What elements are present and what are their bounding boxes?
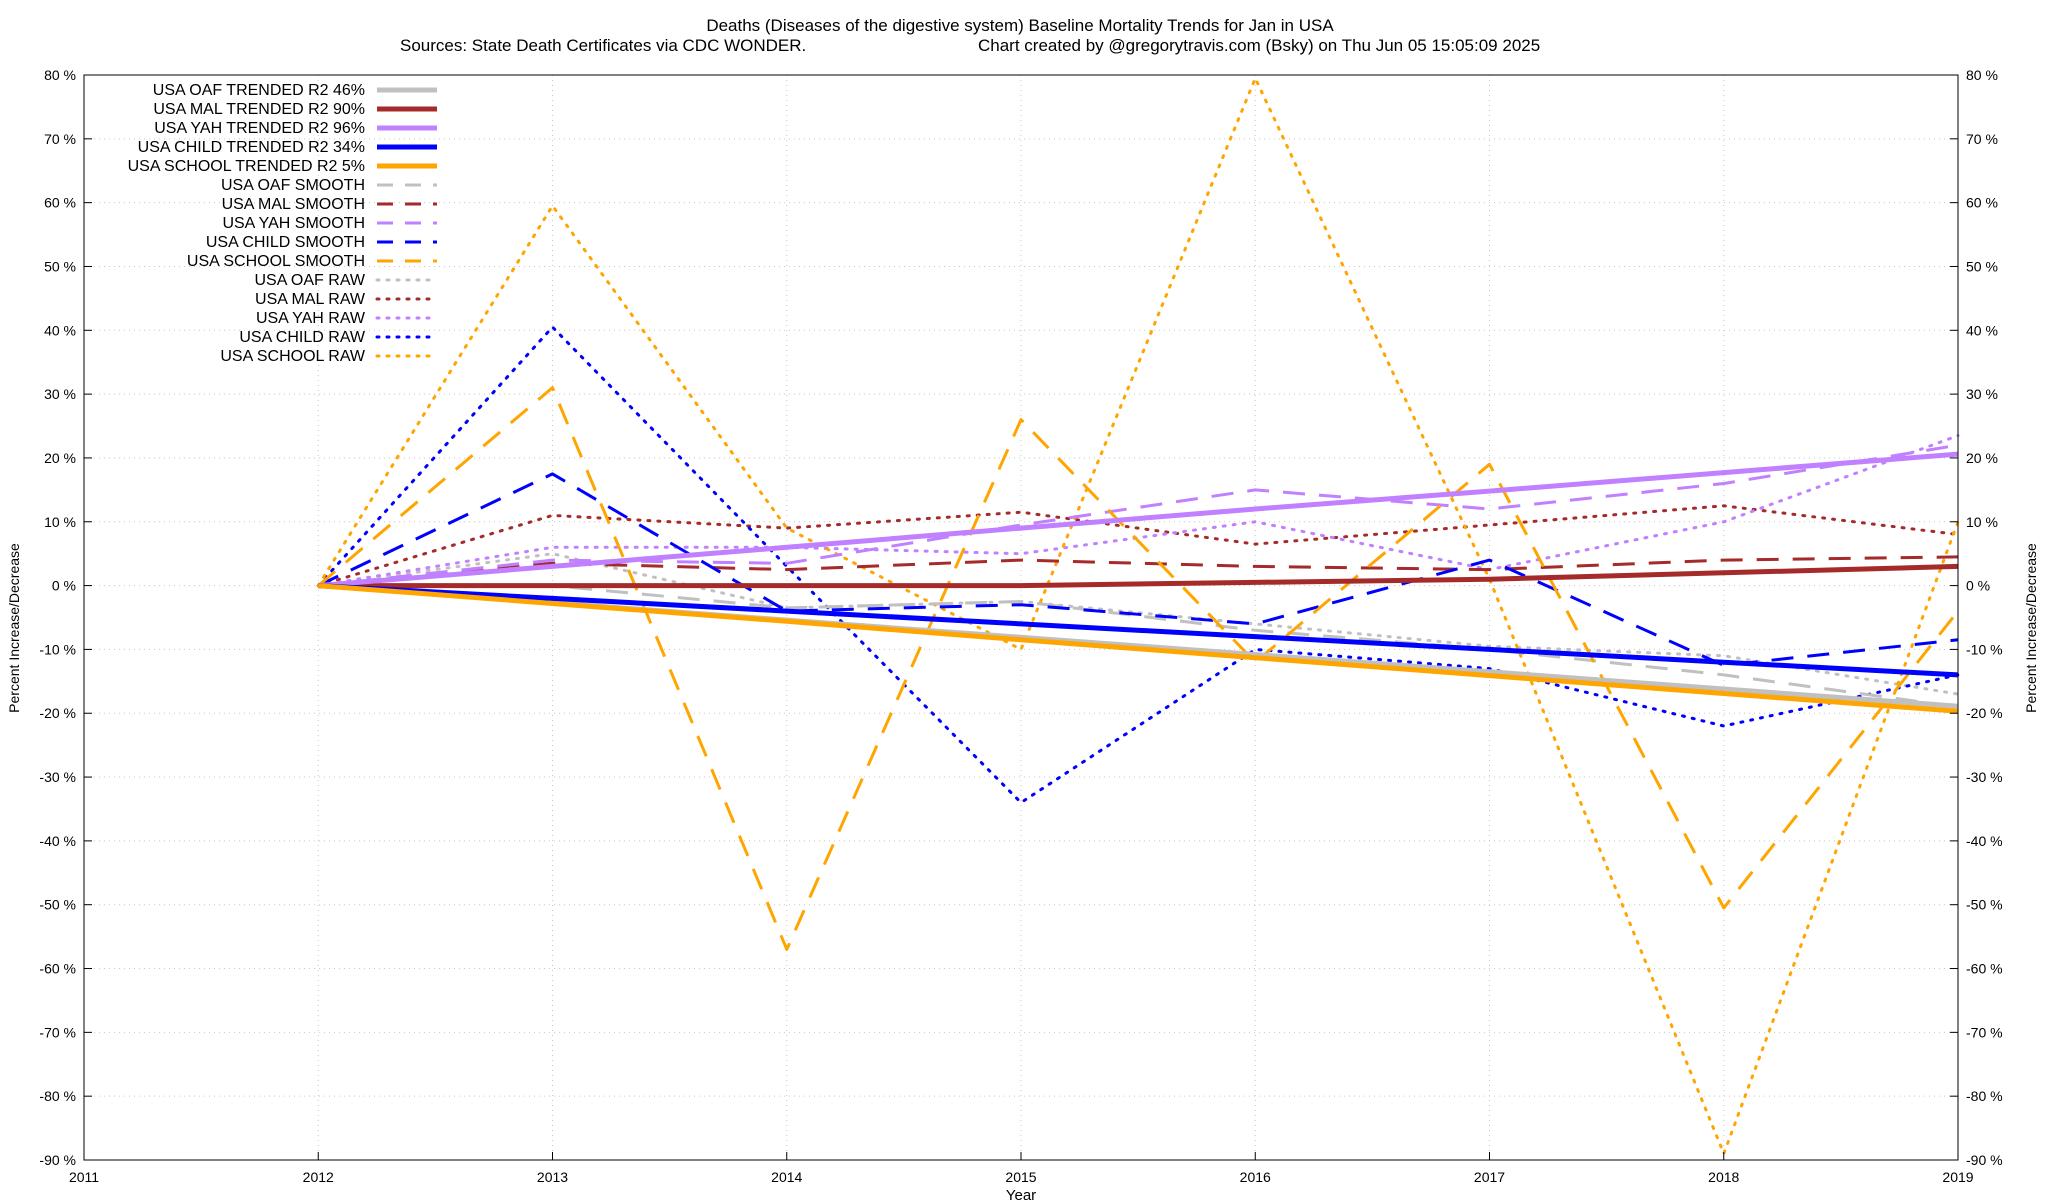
legend-label-usa-yah-raw: USA YAH RAW [256,310,366,327]
x-tick-label: 2014 [771,1169,802,1185]
y-tick-label-left: -10 % [39,641,76,657]
series-line-usa-yah-trended [318,451,1959,589]
y-tick-label-left: 10 % [44,514,76,530]
y-tick-label-right: 40 % [1966,322,1998,338]
x-axis-label: Year [1006,1187,1036,1200]
series-line-usa-school-trended [318,583,1959,714]
y-tick-label-left: 60 % [44,195,76,211]
y-tick-label-right: -90 % [1966,1152,2003,1168]
legend-label-usa-oaf-raw: USA OAF RAW [254,272,365,289]
y-tick-label-right: -40 % [1966,833,2003,849]
x-tick-label: 2019 [1942,1169,1973,1185]
chart-subtitle-sources: Sources: State Death Certificates via CD… [400,36,806,55]
axes: 80 % 80 % 70 % 70 % 60 % 60 % 50 % 50 % 40 % 40 %… [39,67,2002,1185]
y-tick-label-left: 80 % [44,67,76,83]
series-line-usa-oaf-raw [316,552,1960,696]
y-tick-label-right: 20 % [1966,450,1998,466]
series-line-usa-child-trended [318,583,1959,678]
series-line-usa-school-smooth [317,386,1960,951]
series-line-usa-yah-smooth [318,443,1959,588]
legend-label-usa-mal-trended: USA MAL TRENDED R2 90% [153,101,365,118]
y-tick-label-left: 40 % [44,322,76,338]
y-tick-label-right: -20 % [1966,705,2003,721]
y-tick-label-right: -70 % [1966,1024,2003,1040]
series-line-usa-yah-raw [316,434,1960,588]
y-tick-label-left: -60 % [39,961,76,977]
legend-label-usa-oaf-smooth: USA OAF SMOOTH [221,177,365,194]
y-tick-label-right: 30 % [1966,386,1998,402]
y-tick-label-right: -60 % [1966,961,2003,977]
series-line-usa-mal-smooth [318,555,1959,588]
y-tick-label-right: 60 % [1966,195,1998,211]
y-tick-label-left: -80 % [39,1088,76,1104]
chart-subtitle-credit: Chart created by @gregorytravis.com (Bsk… [978,36,1540,55]
legend-label-usa-yah-trended: USA YAH TRENDED R2 96% [154,120,365,137]
x-tick-label: 2011 [69,1169,99,1185]
x-tick-label: 2016 [1240,1169,1271,1185]
y-tick-label-right: 0 % [1966,578,1990,594]
y-tick-label-left: 20 % [44,450,76,466]
y-tick-label-right: -80 % [1966,1088,2003,1104]
series-line-usa-child-raw [316,325,1960,805]
x-tick-label: 2013 [537,1169,568,1185]
series-lines [316,76,1960,1156]
x-tick-label: 2018 [1708,1169,1739,1185]
y-tick-label-right: 80 % [1966,67,1998,83]
y-tick-label-left: 50 % [44,258,76,274]
grid [83,74,1959,1161]
x-tick-label: 2012 [303,1169,334,1185]
legend-label-usa-mal-smooth: USA MAL SMOOTH [222,196,365,213]
y-axis-label-right: Percent Increase/Decrease [2023,543,2039,713]
chart-title: Deaths (Diseases of the digestive system… [706,16,1334,35]
y-tick-label-left: -90 % [39,1152,76,1168]
legend-label-usa-school-trended: USA SCHOOL TRENDED R2 5% [128,158,365,175]
y-tick-label-left: 30 % [44,386,76,402]
y-tick-label-left: -40 % [39,833,76,849]
legend-label-usa-school-raw: USA SCHOOL RAW [220,348,366,365]
series-line-usa-mal-trended [318,563,1959,589]
legend-label-usa-child-raw: USA CHILD RAW [239,329,366,346]
x-tick-label: 2015 [1005,1169,1036,1185]
series-line-usa-child-smooth [317,472,1959,667]
series-line-usa-mal-raw [316,504,1960,588]
y-tick-label-right: -50 % [1966,897,2003,913]
y-tick-label-left: 70 % [44,131,76,147]
y-tick-label-right: 70 % [1966,131,1998,147]
y-tick-label-left: -50 % [39,897,76,913]
y-tick-label-left: -20 % [39,705,76,721]
y-tick-label-right: 50 % [1966,258,1998,274]
legend: USA OAF TRENDED R2 46% USA MAL TRENDED R2… [128,82,439,365]
x-tick-label: 2017 [1474,1169,1505,1185]
y-tick-label-left: -30 % [39,769,76,785]
y-tick-label-left: -70 % [39,1024,76,1040]
plot-frame [83,74,1959,1161]
y-tick-label-right: 10 % [1966,514,1998,530]
legend-label-usa-child-trended: USA CHILD TRENDED R2 34% [138,139,365,156]
legend-label-usa-school-smooth: USA SCHOOL SMOOTH [187,253,365,270]
series-line-usa-oaf-smooth [318,584,1959,709]
y-axis-label-left: Percent Increase/Decrease [6,543,22,713]
y-tick-label-left: 0 % [52,578,76,594]
y-tick-label-right: -10 % [1966,641,2003,657]
series-line-usa-school-raw [316,76,1960,1156]
legend-label-usa-child-smooth: USA CHILD SMOOTH [206,234,365,251]
legend-label-usa-oaf-trended: USA OAF TRENDED R2 46% [153,82,365,99]
legend-label-usa-mal-raw: USA MAL RAW [255,291,366,308]
legend-label-usa-yah-smooth: USA YAH SMOOTH [222,215,365,232]
y-tick-label-right: -30 % [1966,769,2003,785]
